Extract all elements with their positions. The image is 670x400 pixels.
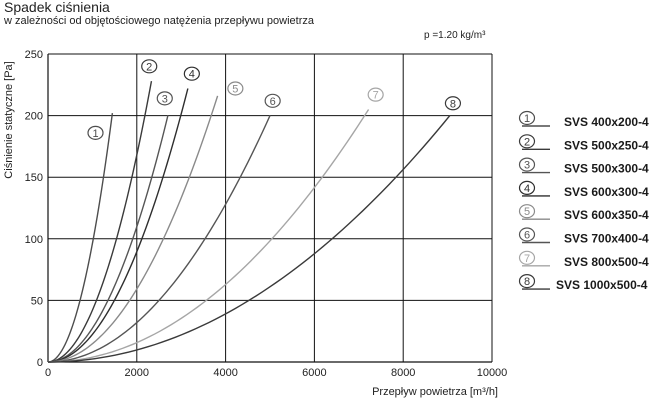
legend-marker-number: 5 [524, 206, 530, 218]
series-marker-number: 1 [92, 128, 98, 140]
series-1-marker: 1 [87, 125, 104, 140]
legend-marker [518, 110, 536, 126]
legend-item-4: 4 SVS 600x300-4 [518, 180, 649, 199]
legend-marker [518, 250, 536, 265]
series-5-marker: 5 [227, 81, 244, 96]
legend-marker [518, 227, 536, 242]
series-5-line [47, 95, 219, 363]
series-marker-number: 4 [189, 69, 195, 81]
series-3-line [47, 115, 169, 363]
legend-marker-number: 7 [524, 253, 530, 265]
series-6-marker: 6 [264, 93, 281, 108]
series-4-line [47, 88, 189, 363]
legend-marker [518, 157, 536, 172]
legend-label: SVS 600x300-4 [564, 185, 649, 199]
series-4-marker: 4 [183, 66, 200, 81]
series-7-marker: 7 [367, 87, 384, 102]
legend-label: SVS 700x400-4 [564, 232, 649, 246]
y-tick-label: 100 [25, 234, 43, 246]
y-tick-label: 250 [25, 49, 43, 61]
x-tick-label: 2000 [125, 367, 149, 379]
legend-label: SVS 800x500-4 [564, 255, 649, 269]
y-tick-label: 0 [37, 357, 43, 369]
legend-label: SVS 600x350-4 [564, 208, 649, 222]
legend-marker [518, 134, 536, 149]
legend-item-8: 8 SVS 1000x500-4 [518, 274, 648, 292]
legend-item-6: 6 SVS 700x400-4 [518, 227, 649, 246]
legend-marker-number: 3 [524, 160, 530, 172]
y-axis-label: Ciśnienie statyczne [Pa] [3, 61, 15, 178]
series-8-line [47, 115, 451, 363]
series-8-marker: 8 [444, 96, 462, 111]
series-6-line [47, 115, 271, 363]
chart-subtitle: w zależności od objętościowego natężenia… [4, 15, 315, 27]
legend-marker [518, 274, 536, 289]
density-note: p =1.20 kg/m³ [424, 30, 486, 41]
x-tick-label: 6000 [302, 367, 326, 379]
legend-item-5: 5 SVS 600x350-4 [518, 204, 649, 222]
legend-item-2: 2 SVS 500x250-4 [518, 134, 649, 152]
grid [48, 53, 493, 362]
chart-title: Spadek ciśnienia [4, 0, 110, 15]
curves [47, 80, 451, 363]
x-tick-label: 10000 [477, 367, 508, 379]
series-2-line [47, 80, 153, 363]
y-tick-label: 150 [25, 172, 43, 184]
series-3-marker: 3 [156, 91, 173, 106]
series-marker-number: 7 [373, 90, 379, 102]
x-tick-label: 8000 [391, 367, 415, 379]
series-2-marker: 2 [141, 59, 158, 74]
legend-item-3: 3 SVS 500x300-4 [518, 157, 649, 176]
curve-markers: 1 2 3 4 5 6 7 8 [87, 59, 462, 140]
legend-label: SVS 400x200-4 [564, 115, 649, 129]
legend: 1 SVS 400x200-4 2 SVS 500x250-4 3 SVS 500x300… [518, 110, 649, 292]
series-1-line [47, 113, 114, 363]
legend-marker-number: 8 [524, 276, 530, 288]
series-marker-number: 3 [162, 93, 168, 105]
legend-marker-number: 6 [524, 230, 530, 242]
legend-marker-number: 1 [524, 113, 530, 125]
legend-item-7: 7 SVS 800x500-4 [518, 250, 649, 269]
series-marker-number: 8 [450, 98, 456, 110]
series-marker-number: 6 [270, 96, 276, 108]
axes: 0 2000 4000 6000 8000 10000 0 50 100 150 200 250 [25, 49, 508, 379]
y-tick-label: 50 [31, 295, 43, 307]
legend-marker [518, 204, 536, 219]
x-tick-label: 0 [45, 367, 51, 379]
series-marker-number: 5 [232, 83, 238, 95]
series-7-line [47, 109, 370, 363]
x-tick-label: 4000 [213, 367, 237, 379]
legend-label: SVS 500x250-4 [564, 138, 649, 152]
legend-marker-number: 2 [524, 136, 530, 148]
legend-label: SVS 500x300-4 [564, 162, 649, 176]
legend-label: SVS 1000x500-4 [556, 278, 648, 292]
legend-item-1: 1 SVS 400x200-4 [518, 110, 649, 129]
series-marker-number: 2 [146, 61, 152, 73]
legend-marker-number: 4 [524, 183, 530, 195]
legend-marker [518, 180, 536, 195]
y-tick-label: 200 [25, 111, 43, 123]
x-axis-label: Przepływ powietrza [m³/h] [372, 386, 498, 398]
